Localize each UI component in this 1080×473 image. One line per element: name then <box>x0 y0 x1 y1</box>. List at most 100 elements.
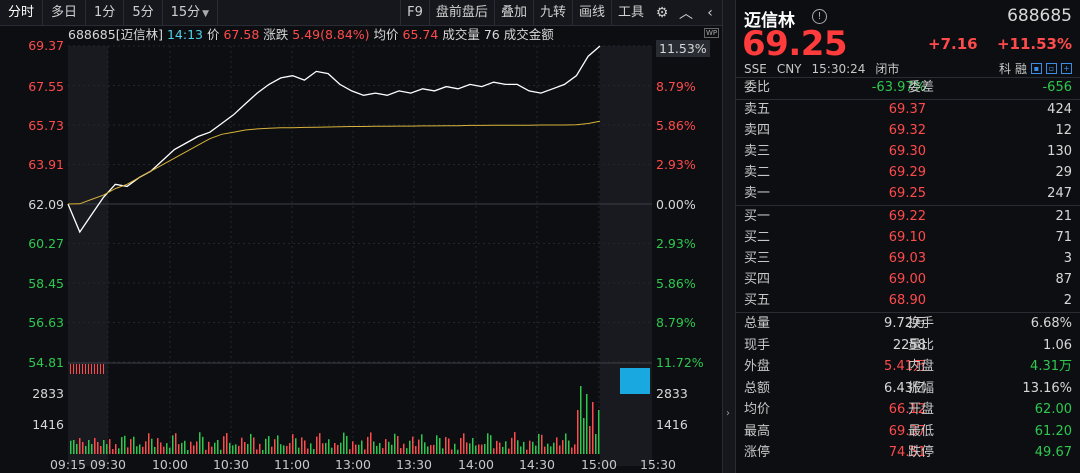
volume-bar <box>85 446 87 454</box>
volume-bar <box>253 437 255 454</box>
volume-bar <box>106 444 108 454</box>
price-tick: 69.37 <box>28 38 64 53</box>
overlay-button[interactable]: 叠加 <box>493 0 533 26</box>
nine-turn-button[interactable]: 九转 <box>532 0 572 26</box>
chevron-left-icon[interactable]: ‹ <box>707 4 713 21</box>
star-market-tag: 科 <box>998 62 1011 76</box>
tab-1min[interactable]: 1分 <box>86 0 125 26</box>
pre-post-market-button[interactable]: 盘前盘后 <box>428 0 494 26</box>
volume-bar <box>283 445 285 454</box>
bid-price: 69.10 <box>888 230 926 245</box>
volume-bar <box>418 439 420 454</box>
volume-bar <box>529 440 531 454</box>
stats-row[interactable]: 均价 66.12 开盘 62.00 <box>736 400 1080 420</box>
wp-badge[interactable]: WP <box>704 28 720 38</box>
volume-bar <box>118 448 120 454</box>
add-icon[interactable]: + <box>1061 63 1072 74</box>
fullscreen-icon[interactable]: ▪ <box>1031 63 1042 74</box>
ask-row[interactable]: 卖五 69.37 424 <box>736 100 1080 120</box>
volume-bar <box>379 443 381 454</box>
stats-row[interactable]: 总量 9.72万 换手 6.68% <box>736 314 1080 334</box>
volume-bar <box>316 436 318 454</box>
price-change-pct: +11.53% <box>996 35 1072 53</box>
volume-bar <box>442 448 444 454</box>
bid-row[interactable]: 买五 68.90 2 <box>736 291 1080 311</box>
stat-value: 62.00 <box>1034 402 1072 417</box>
stats-row[interactable]: 总额 6.43亿 振幅 13.16% <box>736 379 1080 399</box>
stat-label: 均价 <box>744 402 771 417</box>
chevron-right-icon[interactable]: › <box>726 408 730 419</box>
volume-bar <box>112 449 114 454</box>
toolbar-right: F9 盘前盘后 叠加 九转 画线 工具 ⚙ ︿ ‹ <box>400 0 722 26</box>
info-avg: 65.74 <box>402 27 439 42</box>
volume-bar <box>148 433 150 454</box>
draw-line-button[interactable]: 画线 <box>571 0 611 26</box>
volume-bar <box>214 442 216 454</box>
volume-bar <box>487 433 489 454</box>
volume-bar <box>175 433 177 454</box>
info-price: 67.58 <box>223 27 260 42</box>
bid-row[interactable]: 买一 69.22 21 <box>736 207 1080 227</box>
volume-bar <box>127 447 129 454</box>
volume-bar <box>217 440 219 454</box>
stat-value: 13.16% <box>1022 380 1072 396</box>
panel-splitter[interactable]: › <box>722 0 736 473</box>
volume-bar <box>226 433 228 454</box>
settings-gear-icon[interactable]: ⚙ <box>655 4 669 21</box>
ask-price: 69.32 <box>888 123 926 138</box>
volume-bar <box>469 443 471 454</box>
volume-bar <box>340 442 342 454</box>
ask-row[interactable]: 卖三 69.30 130 <box>736 142 1080 162</box>
bid-row[interactable]: 买四 69.00 87 <box>736 270 1080 290</box>
market-status: 闭市 <box>875 62 900 76</box>
tab-5min[interactable]: 5分 <box>124 0 163 26</box>
volume-bar <box>484 443 486 454</box>
tab-intraday[interactable]: 分时 <box>0 0 44 26</box>
volume-bar <box>298 447 300 454</box>
volume-bar <box>250 433 252 454</box>
order-ratio-label: 委比 <box>744 80 771 95</box>
ask-label: 卖四 <box>744 123 771 138</box>
volume-bar <box>262 449 264 454</box>
volume-bar <box>220 449 222 454</box>
volume-bar <box>76 364 77 374</box>
tab-multiday[interactable]: 多日 <box>43 0 87 26</box>
stat-value: 6.68% <box>1030 316 1072 331</box>
tab-15min[interactable]: 15分 ▼ <box>163 0 219 26</box>
window-icon[interactable]: ▫ <box>1046 63 1057 74</box>
f9-button[interactable]: F9 <box>400 0 429 26</box>
ask-row[interactable]: 卖二 69.29 29 <box>736 163 1080 183</box>
stat-value: 66.12 <box>888 402 926 417</box>
stats-row[interactable]: 最高 69.37 最低 61.20 <box>736 422 1080 442</box>
tools-button[interactable]: 工具 <box>610 0 650 26</box>
volume-bar <box>319 433 321 454</box>
volume-bar <box>409 440 411 454</box>
bid-row[interactable]: 买三 69.03 3 <box>736 249 1080 269</box>
volume-bar <box>271 446 273 454</box>
volume-bar <box>580 386 582 454</box>
volume-bar <box>427 446 429 454</box>
ask-row[interactable]: 卖四 69.32 12 <box>736 121 1080 141</box>
stat-value: 5.41万 <box>884 359 926 374</box>
volume-bar <box>385 439 387 454</box>
chevron-up-icon[interactable]: ︿ <box>679 5 693 22</box>
volume-bar <box>133 436 135 454</box>
stat-label: 开盘 <box>908 402 935 417</box>
intraday-chart[interactable]: 688685[迈信林] 14:13 价 67.58 涨跌 5.49(8.84%)… <box>0 26 722 473</box>
bid-row[interactable]: 买二 69.10 71 <box>736 228 1080 248</box>
volume-bar <box>160 442 162 454</box>
volume-bar <box>238 445 240 454</box>
stats-row[interactable]: 外盘 5.41万 内盘 4.31万 <box>736 357 1080 377</box>
time-tick: 10:30 <box>212 457 250 472</box>
volume-bar <box>367 436 369 454</box>
volume-bar <box>73 364 74 374</box>
volume-bar <box>592 402 594 454</box>
info-time: 14:13 <box>166 27 203 42</box>
quote-tags: 科 融 ▪ ▫ + <box>999 60 1072 77</box>
bid-label: 买一 <box>744 209 771 224</box>
ask-row[interactable]: 卖一 69.25 247 <box>736 184 1080 204</box>
info-icon[interactable]: ! <box>812 9 827 24</box>
stats-row[interactable]: 涨停 74.51 跌停 49.67 <box>736 443 1080 463</box>
stats-row[interactable]: 现手 2258 量比 1.06 <box>736 336 1080 356</box>
ask-volume: 29 <box>1055 165 1072 180</box>
